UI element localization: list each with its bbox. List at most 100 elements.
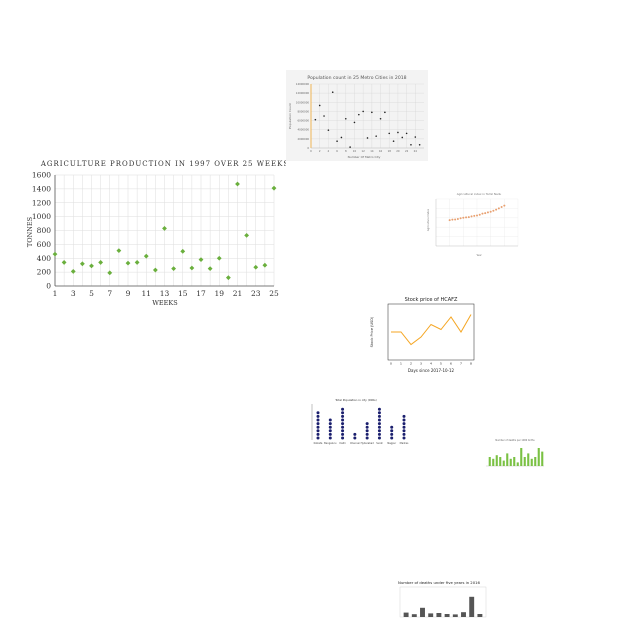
dot-plot-dot — [377, 425, 381, 429]
agriculture-point — [189, 265, 195, 271]
agriculture-point — [225, 275, 231, 281]
population-point — [379, 117, 382, 120]
stock-x-tick: 0 — [390, 362, 392, 366]
population-point — [349, 146, 351, 148]
agriculture-y-tick: 600 — [37, 240, 52, 249]
green-bar — [506, 453, 509, 466]
agriculture-x-tick: 25 — [269, 289, 279, 298]
agriculture-point — [207, 266, 213, 272]
population-y-tick: 4000000 — [297, 128, 309, 132]
dot-plot-dot — [390, 432, 394, 436]
agriculture-x-tick: 13 — [160, 289, 170, 298]
population-x-tick: 10 — [353, 149, 357, 153]
population-points — [314, 91, 421, 148]
agriculture-point — [162, 226, 167, 231]
agriculture-point — [271, 185, 277, 191]
dot-plot-dot — [377, 407, 381, 411]
population-x-tick: 12 — [361, 149, 365, 153]
dot-plot-category: Delhi — [339, 442, 345, 445]
agri-growth-point — [500, 205, 503, 208]
dot-plot-dot — [377, 436, 381, 440]
population-x-tick: 22 — [405, 149, 409, 153]
dot-plot-dot — [341, 414, 345, 418]
green-bar — [527, 453, 530, 466]
dot-plot-dot — [353, 432, 357, 436]
dot-plot-dot — [316, 436, 320, 440]
deaths-bar-chart: Number of deaths under five years in 201… — [398, 580, 487, 618]
deaths-bar — [477, 614, 483, 617]
agri-growth-point — [456, 217, 459, 220]
dot-plot-dot — [341, 436, 345, 440]
population-x-tick: 0 — [310, 149, 312, 153]
agriculture-point — [116, 248, 122, 254]
agri-growth-point — [478, 213, 481, 216]
agri-growth-point — [448, 219, 451, 222]
agri-growth-point — [495, 208, 498, 211]
population-y-label: Population Count — [288, 102, 292, 128]
population-y-tick: 12000000 — [296, 91, 310, 95]
agriculture-point — [235, 181, 240, 187]
agri-growth-point — [454, 218, 457, 221]
agriculture-point — [143, 253, 149, 259]
population-point — [344, 117, 347, 120]
agri-growth-point — [503, 204, 506, 207]
dot-plot-dot — [377, 432, 381, 436]
agri-growth-point — [486, 211, 489, 214]
population-point — [323, 115, 325, 117]
agriculture-y-tick: 1600 — [32, 171, 51, 180]
stock-y-label: Stock Price (USD) — [370, 316, 374, 347]
agriculture-point — [79, 261, 85, 267]
stock-x-tick: 2 — [410, 362, 412, 366]
population-x-tick: 18 — [388, 149, 392, 153]
population-y-tick: 8000000 — [297, 109, 309, 113]
deaths-bar — [452, 614, 458, 617]
dot-plot-dot — [390, 425, 394, 429]
stock-chart-title: Stock price of HCAFZ — [405, 297, 458, 303]
agri-growth-title: Agricultural index in Tamil Nadu — [457, 192, 502, 196]
agri-growth-point — [470, 215, 473, 218]
dot-plot-dot — [377, 414, 381, 418]
agriculture-x-tick: 15 — [178, 289, 188, 298]
agriculture-y-tick: 1000 — [32, 212, 51, 221]
population-point — [314, 118, 317, 121]
stock-x-tick: 1 — [400, 362, 402, 366]
dot-plot-category: Madras — [400, 442, 409, 445]
population-chart-title: Population count in 25 Metro Cities in 2… — [307, 75, 406, 81]
dot-plot-dot — [377, 411, 381, 415]
population-x-label: Number Of Metro City — [348, 155, 381, 159]
green-bar-title: Number of deaths per 1000 births — [495, 439, 535, 442]
agriculture-x-tick: 21 — [233, 289, 243, 298]
population-point — [418, 144, 421, 146]
stock-x-tick: 6 — [450, 362, 452, 366]
stock-line — [391, 314, 472, 346]
population-point — [331, 91, 334, 94]
stock-x-tick: 5 — [440, 362, 442, 366]
agri-growth-grid — [435, 198, 519, 247]
green-bar — [488, 457, 491, 466]
dot-plot-dot — [390, 436, 394, 440]
population-chart: Population count in 25 Metro Cities in 2… — [286, 70, 428, 161]
dot-plot-dot — [316, 422, 320, 426]
dot-plot-dot — [341, 411, 345, 415]
deaths-bar — [444, 614, 450, 617]
population-x-tick: 4 — [328, 149, 330, 153]
population-point — [397, 131, 399, 134]
stock-x-label: Days since 2017-10-12 — [408, 368, 455, 373]
dot-plot-dot — [328, 418, 332, 422]
stock-x-tick: 8 — [470, 362, 472, 366]
green-bar — [534, 457, 537, 466]
agriculture-point — [253, 264, 259, 270]
agri-growth-point — [484, 212, 487, 215]
population-point — [336, 140, 338, 142]
deaths-chart-title: Number of deaths under five years in 201… — [398, 580, 481, 585]
agriculture-x-tick: 1 — [53, 289, 58, 298]
agriculture-x-tick: 7 — [107, 289, 112, 298]
stock-ticks: 0 1 2 3 4 5 6 7 8 — [390, 362, 472, 366]
agriculture-point — [125, 260, 131, 266]
dot-plot-dot — [377, 418, 381, 422]
dot-plot-dot — [341, 422, 345, 426]
stock-x-tick: 4 — [430, 362, 432, 366]
population-y-tick: 6000000 — [297, 119, 309, 123]
agriculture-point — [171, 266, 177, 272]
green-bar-chart: Number of deaths per 1000 births — [486, 439, 544, 467]
